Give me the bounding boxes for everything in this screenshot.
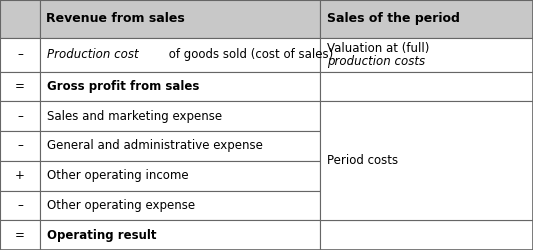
Text: =: = xyxy=(15,229,25,242)
Text: Revenue from sales: Revenue from sales xyxy=(46,12,185,26)
Text: Sales of the period: Sales of the period xyxy=(327,12,459,26)
Text: Production cost: Production cost xyxy=(47,48,139,61)
Text: Other operating income: Other operating income xyxy=(47,169,189,182)
Bar xyxy=(40,220,320,250)
Text: –: – xyxy=(17,110,23,123)
Text: =: = xyxy=(15,80,25,93)
Bar xyxy=(40,0,320,38)
Bar xyxy=(320,72,533,101)
Bar xyxy=(40,38,320,72)
Text: Period costs: Period costs xyxy=(327,154,398,167)
Bar xyxy=(320,0,533,38)
Bar xyxy=(0,101,40,131)
Bar xyxy=(0,190,40,220)
Text: Gross profit from sales: Gross profit from sales xyxy=(47,80,199,93)
Bar xyxy=(0,38,40,72)
Text: General and administrative expense: General and administrative expense xyxy=(47,140,263,152)
Bar xyxy=(0,220,40,250)
Bar xyxy=(40,190,320,220)
Bar xyxy=(0,0,40,38)
Bar xyxy=(40,101,320,131)
Bar xyxy=(320,220,533,250)
Text: –: – xyxy=(17,199,23,212)
Text: Sales and marketing expense: Sales and marketing expense xyxy=(47,110,222,123)
Bar xyxy=(0,72,40,101)
Text: of goods sold (cost of sales): of goods sold (cost of sales) xyxy=(165,48,334,61)
Text: production costs: production costs xyxy=(327,55,425,68)
Text: Valuation at (full): Valuation at (full) xyxy=(327,42,429,55)
Bar xyxy=(40,131,320,161)
Text: Other operating expense: Other operating expense xyxy=(47,199,195,212)
Bar xyxy=(40,161,320,190)
Bar xyxy=(320,101,533,220)
Text: –: – xyxy=(17,140,23,152)
Text: Operating result: Operating result xyxy=(47,229,157,242)
Text: –: – xyxy=(17,48,23,61)
Bar xyxy=(40,72,320,101)
Bar xyxy=(0,131,40,161)
Bar xyxy=(0,161,40,190)
Text: +: + xyxy=(15,169,25,182)
Bar xyxy=(320,38,533,72)
